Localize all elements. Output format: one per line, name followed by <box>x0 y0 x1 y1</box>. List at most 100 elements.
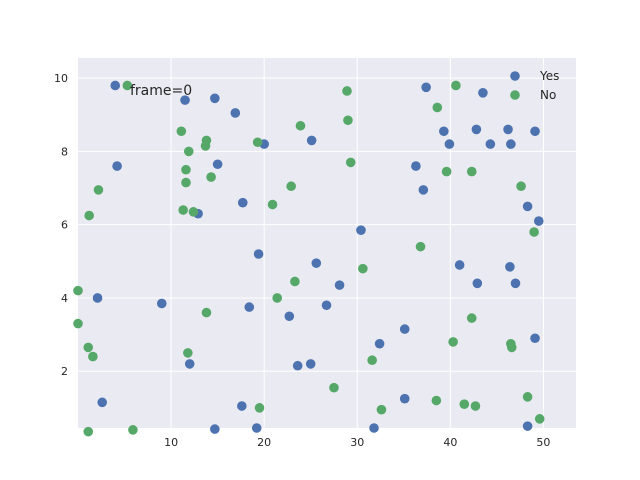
x-tick-label: 50 <box>536 436 550 449</box>
point-yes <box>292 360 303 371</box>
point-no <box>516 181 526 192</box>
x-tick-label: 10 <box>164 436 178 449</box>
point-no <box>128 425 138 435</box>
point-no <box>506 342 517 353</box>
point-no <box>267 199 278 210</box>
point-yes <box>522 421 533 431</box>
point-yes <box>230 108 241 118</box>
point-yes <box>418 185 429 195</box>
x-tick-label: 40 <box>443 436 457 449</box>
grid-lines <box>78 58 576 428</box>
point-yes <box>311 258 322 268</box>
point-no <box>88 351 98 362</box>
point-no <box>459 399 470 409</box>
data-points <box>73 80 545 437</box>
y-tick-labels: 2 4 6 8 10 <box>54 72 68 378</box>
point-no <box>522 392 533 402</box>
point-no <box>358 263 368 274</box>
point-yes <box>399 393 410 404</box>
point-yes <box>92 293 103 303</box>
point-no <box>431 395 442 406</box>
point-yes <box>439 126 449 137</box>
point-no <box>176 126 187 137</box>
point-yes <box>305 359 316 369</box>
x-tick-label: 30 <box>350 436 364 449</box>
point-no <box>448 337 458 347</box>
point-no <box>432 102 443 113</box>
point-yes <box>399 324 410 334</box>
point-no <box>183 146 194 157</box>
point-yes <box>112 161 122 171</box>
point-yes <box>503 124 513 135</box>
point-yes <box>110 80 121 91</box>
point-no <box>286 181 296 192</box>
point-no <box>200 141 211 151</box>
y-tick-label: 8 <box>61 145 68 158</box>
frame-annotation: frame=0 <box>130 83 192 99</box>
point-no <box>441 166 452 177</box>
point-no <box>295 120 306 131</box>
point-yes <box>471 124 482 135</box>
point-yes <box>485 139 496 149</box>
point-yes <box>212 159 223 170</box>
point-yes <box>244 302 255 312</box>
y-tick-label: 4 <box>61 292 68 305</box>
point-yes <box>253 249 264 259</box>
point-yes <box>454 260 465 270</box>
point-no <box>466 166 477 177</box>
point-yes <box>533 216 544 226</box>
point-no <box>73 285 83 296</box>
point-yes <box>237 401 247 411</box>
point-yes <box>411 161 421 171</box>
point-yes <box>374 338 385 349</box>
point-no <box>122 80 133 91</box>
point-no <box>345 157 356 168</box>
point-no <box>83 426 94 437</box>
point-no <box>183 348 193 358</box>
plot-background <box>78 58 576 428</box>
point-no <box>178 205 188 215</box>
legend: Yes No <box>510 69 559 102</box>
point-yes <box>472 278 483 289</box>
point-yes <box>421 82 431 93</box>
point-no <box>342 86 352 96</box>
point-yes <box>478 88 488 98</box>
legend-label-yes: Yes <box>539 69 559 83</box>
y-tick-label: 2 <box>61 365 68 378</box>
point-no <box>451 80 461 91</box>
point-no <box>529 227 539 237</box>
point-yes <box>180 95 190 105</box>
point-yes <box>251 423 262 433</box>
point-yes <box>210 424 220 434</box>
point-no <box>254 403 265 413</box>
point-yes <box>506 139 516 149</box>
point-no <box>415 241 426 252</box>
point-yes <box>369 423 379 433</box>
point-yes <box>530 333 540 344</box>
point-no <box>252 137 263 148</box>
point-no <box>367 355 377 366</box>
point-yes <box>97 397 108 408</box>
point-yes <box>505 262 515 272</box>
point-no <box>272 293 283 303</box>
y-tick-label: 6 <box>61 219 68 232</box>
point-no <box>201 307 212 318</box>
point-yes <box>321 300 332 311</box>
point-yes <box>237 197 248 208</box>
x-tick-labels: 10 20 30 40 50 <box>164 436 550 449</box>
point-yes <box>530 126 540 137</box>
point-no <box>181 164 191 175</box>
legend-label-no: No <box>540 88 556 102</box>
point-no <box>466 313 477 323</box>
point-no <box>329 382 339 393</box>
point-yes <box>306 135 317 146</box>
legend-marker-no <box>510 90 520 100</box>
point-no <box>290 276 300 287</box>
point-no <box>343 115 353 126</box>
point-yes <box>210 93 220 104</box>
point-no <box>83 342 94 353</box>
x-tick-label: 20 <box>257 436 271 449</box>
point-no <box>84 210 94 221</box>
point-yes <box>356 225 366 235</box>
